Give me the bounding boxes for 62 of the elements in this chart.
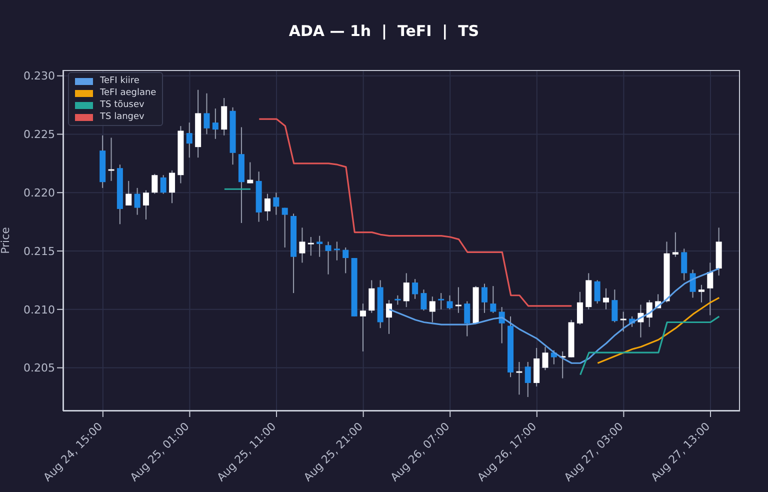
candlestick	[152, 173, 158, 194]
candlestick	[247, 162, 254, 184]
candlestick	[386, 300, 392, 334]
candlestick	[594, 280, 600, 304]
candlestick	[690, 269, 696, 298]
candlestick	[221, 98, 228, 136]
candlestick	[368, 280, 375, 314]
legend-label: TS tõusev	[100, 100, 144, 110]
y-tick-label: 0.225	[24, 128, 55, 142]
candlestick	[672, 232, 678, 258]
candlestick	[516, 361, 522, 396]
candlestick	[108, 137, 114, 182]
candlestick	[412, 278, 418, 300]
y-tick-label: 0.215	[24, 244, 55, 258]
chart-title: ADA — 1h | TeFI | TS	[288, 22, 480, 40]
candlestick	[403, 272, 410, 308]
candlestick	[160, 174, 166, 194]
candlestick	[316, 235, 323, 258]
y-tick-label: 0.220	[24, 186, 55, 200]
candlestick	[308, 236, 314, 256]
candlestick	[481, 283, 488, 314]
y-tick-label: 0.205	[24, 362, 55, 375]
candlestick	[602, 288, 609, 310]
candlestick	[273, 192, 280, 216]
y-tick-label: 0.210	[24, 303, 55, 316]
candlestick	[126, 180, 132, 206]
candlestick	[212, 108, 218, 140]
candlestick	[681, 248, 688, 281]
candlestick	[612, 289, 618, 323]
candlestick	[169, 170, 176, 204]
candlestick	[264, 193, 270, 222]
y-axis-title: Price	[0, 226, 12, 254]
candlestick	[542, 346, 548, 371]
candlestick	[134, 187, 140, 216]
candlestick	[334, 241, 340, 261]
legend-label: TeFI aeglane	[100, 88, 156, 98]
candlestick	[342, 247, 349, 274]
candlestick	[698, 284, 704, 303]
candlestick	[620, 311, 626, 332]
candlestick	[524, 361, 531, 398]
legend-label: TS langev	[100, 112, 144, 122]
candlestick	[455, 286, 462, 314]
candlestick	[325, 241, 332, 275]
line-series	[258, 118, 572, 307]
candlestick	[420, 289, 427, 312]
y-tick-label: 0.230	[24, 70, 55, 83]
candlestick	[186, 122, 192, 158]
candlestick	[576, 291, 583, 326]
line-series	[596, 296, 720, 364]
candlestick	[429, 296, 436, 323]
candlestick	[299, 227, 306, 264]
candlestick	[707, 262, 714, 316]
candlestick	[142, 190, 149, 220]
candlestick	[394, 294, 401, 306]
candlestick	[438, 292, 444, 310]
candlestick	[490, 286, 496, 314]
candlestick	[360, 303, 366, 352]
candlestick	[282, 207, 288, 248]
candlestick	[464, 300, 470, 337]
legend-label: TeFI kiire	[100, 76, 140, 86]
candlestick	[446, 294, 453, 310]
candlestick	[204, 92, 210, 135]
